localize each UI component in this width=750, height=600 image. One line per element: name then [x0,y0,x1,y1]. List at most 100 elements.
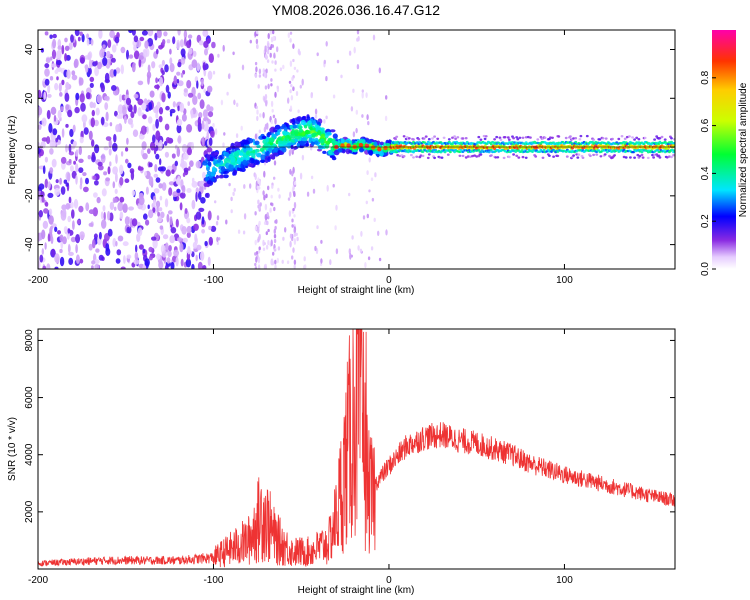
heatmap-cell [68,143,72,153]
heatmap-cell [133,44,137,52]
heatmap-cell [52,33,57,39]
heatmap-cell [98,231,102,240]
heatmap-cell [265,68,268,74]
heatmap-cell [274,124,281,130]
heatmap-cell [293,214,296,218]
heatmap-cell [122,241,129,247]
heatmap-cell [79,77,84,86]
heatmap-cell [291,76,294,82]
heatmap-cell [51,158,57,168]
heatmap-cell [314,245,317,252]
heatmap-cell [643,136,647,140]
heatmap-cell [548,154,551,157]
heatmap-cell [177,135,182,144]
heatmap-cell [289,38,292,43]
heatmap-cell [433,156,436,160]
heatmap-cell [173,75,178,86]
heatmap-cell [421,154,425,158]
heatmap-cell [210,156,214,162]
heatmap-cell [50,236,54,244]
heatmap-cell [47,192,54,198]
heatmap-cell [161,59,165,66]
heatmap-cell [336,59,340,64]
heatmap-cell [273,176,276,180]
heatmap-cell [46,136,51,145]
heatmap-cell [475,155,479,158]
heatmap-cell [352,131,356,138]
heatmap-cell [158,139,163,150]
heatmap-cell [320,258,323,264]
heatmap-cell [112,237,117,248]
heatmap-cell [80,102,86,112]
heatmap-cell [470,146,475,151]
heatmap-cell [186,124,193,133]
heatmap-cell [70,236,76,243]
heatmap-cell [148,246,153,253]
heatmap-cell [241,159,248,165]
heatmap-cell [135,39,142,48]
heatmap-cell [292,43,295,49]
heatmap-cell [125,158,129,164]
snr-x-tick-label: -200 [28,575,48,586]
heatmap-cell [635,136,639,139]
heatmap-cell [115,154,118,164]
heatmap-cell [542,148,546,152]
heatmap-cell [245,145,250,149]
heatmap-cell [263,221,267,225]
heatmap-cell [91,109,96,117]
heatmap-cell [81,114,88,123]
heatmap-cell [412,156,415,159]
heatmap-cell [88,222,94,227]
heatmap-cell [164,264,169,269]
heatmap-cell [158,207,163,212]
heatmap-cell [267,46,270,51]
heatmap-cell [269,30,272,35]
heatmap-cell [92,239,96,249]
heatmap-cell [117,104,124,114]
heatmap-cell [402,135,406,138]
heatmap-cell [64,45,70,51]
heatmap-cell [103,171,108,176]
heatmap-cell [620,135,624,138]
heatmap-cell [140,125,147,135]
heatmap-cell [361,91,364,99]
heatmap-cell [254,225,258,231]
heatmap-cell [54,253,60,264]
heatmap-cell [453,135,456,138]
heatmap-cell [604,137,608,140]
heatmap-cell [182,237,188,243]
heatmap-cell [368,189,371,193]
heatmap-cell [496,156,500,159]
heatmap-cell [431,137,434,140]
heatmap-cell [256,185,260,189]
heatmap-cell [261,135,267,140]
heatmap-cell [479,151,483,154]
heatmap-cell [176,188,181,193]
heatmap-cell [670,155,673,159]
heatmap-cell [55,179,59,184]
heatmap-cell [320,239,323,244]
heatmap-cell [77,36,81,42]
heatmap-cell [128,54,134,59]
heatmap-cell [197,92,202,100]
heatmap-cell [119,176,124,186]
heatmap-cell [89,68,92,75]
heatmap-cell [263,71,267,78]
heatmap-cell [135,244,138,253]
heatmap-cell [104,102,109,110]
heatmap-cell [641,156,645,159]
colorbar-gradient [712,30,736,269]
heatmap-cell [132,129,139,137]
heatmap-cell [189,160,194,168]
heatmap-cell [327,137,333,142]
heatmap-cell [161,70,165,76]
heatmap-cell [272,128,276,133]
heatmap-cell [65,182,69,187]
heatmap-cell [64,92,70,103]
heatmap-cell [225,219,228,225]
heatmap-cell [267,228,270,233]
heatmap-cell [83,186,89,193]
heatmap-cell [119,94,122,103]
heatmap-cell [133,50,140,60]
heatmap-cell [572,154,575,157]
